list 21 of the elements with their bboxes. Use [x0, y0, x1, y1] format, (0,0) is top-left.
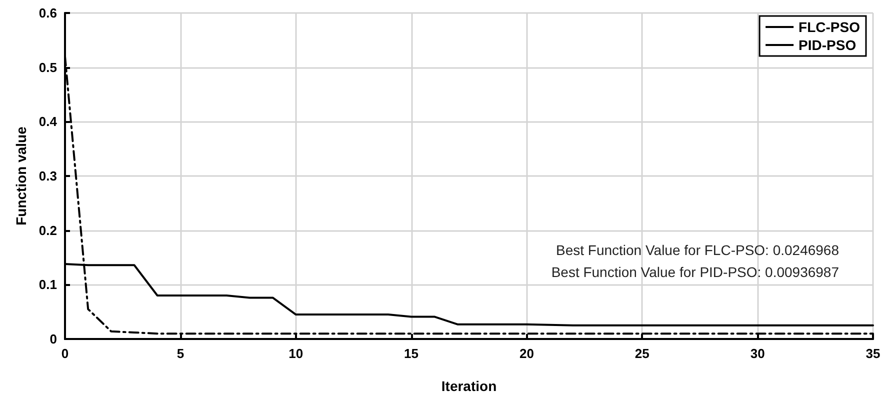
y-axis-title: Function value [13, 126, 30, 226]
x-tick-label: 20 [519, 346, 534, 361]
x-axis-title: Iteration [441, 378, 497, 394]
legend-label: PID-PSO [798, 37, 856, 53]
x-tick-label: 35 [866, 346, 880, 361]
y-tick-label: 0.1 [38, 277, 57, 292]
legend-label: FLC-PSO [798, 19, 860, 35]
y-tick-label: 0.4 [38, 114, 58, 130]
y-tick-label: 0.5 [38, 60, 57, 75]
annotation: Best Function Value for PID-PSO: 0.00936987 [551, 264, 840, 280]
annotation: Best Function Value for FLC-PSO: 0.0246968 [556, 242, 840, 258]
x-tick-label: 15 [404, 346, 419, 361]
y-tick-label: 0.2 [38, 222, 57, 238]
x-tick-label: 30 [750, 346, 765, 361]
x-tick-label: 10 [288, 346, 304, 361]
x-tick-label: 0 [61, 346, 69, 361]
y-tick-label: 0.6 [38, 6, 57, 20]
x-tick-label: 25 [634, 346, 650, 361]
x-tick-label: 5 [176, 346, 184, 361]
y-tick-label: 0 [50, 332, 57, 346]
y-tick-label: 0.3 [38, 168, 57, 184]
